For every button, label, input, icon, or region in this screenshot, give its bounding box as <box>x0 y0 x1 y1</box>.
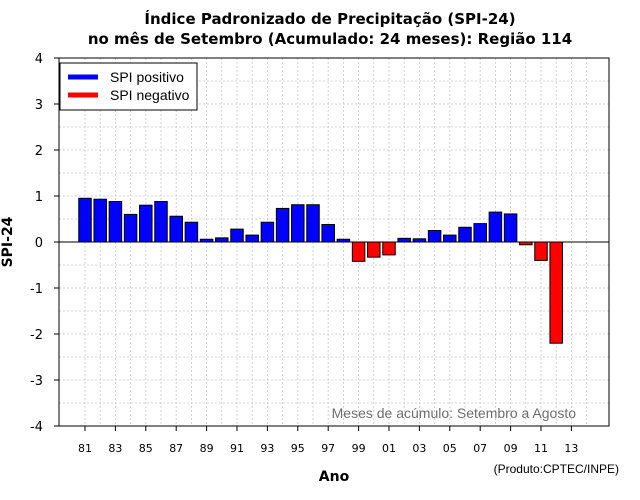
y-tick-label: 4 <box>35 52 43 67</box>
x-tick-label: 01 <box>382 442 396 455</box>
x-tick-label: 83 <box>108 442 122 455</box>
bar-11 <box>534 241 548 261</box>
bar-84 <box>123 213 138 243</box>
bar-07 <box>473 223 487 243</box>
bar-95 <box>291 204 305 243</box>
bar-04 <box>427 230 442 243</box>
y-tick-label: -4 <box>30 420 43 435</box>
bar-99 <box>351 241 366 262</box>
y-tick-label: -3 <box>30 374 43 389</box>
bar-86 <box>154 201 168 243</box>
bar-92 <box>245 234 259 243</box>
x-tick-label: 87 <box>169 442 183 455</box>
y-tick-label: 0 <box>35 236 43 251</box>
bar-82 <box>93 198 107 243</box>
bar-12 <box>549 241 563 344</box>
bar-81 <box>78 197 92 243</box>
y-tick-label: -1 <box>30 282 43 297</box>
bar-08 <box>488 211 503 243</box>
x-axis-label: Ano <box>319 469 350 485</box>
x-tick-label: 97 <box>321 442 335 455</box>
x-tick-label: 89 <box>200 442 214 455</box>
y-tick-label: 1 <box>35 190 43 205</box>
bar-85 <box>139 204 153 243</box>
y-tick-label: 3 <box>35 98 43 113</box>
x-tick-label: 95 <box>291 442 305 455</box>
x-tick-label: 05 <box>443 442 457 455</box>
x-tick-label: 91 <box>230 442 244 455</box>
x-tick-label: 93 <box>260 442 274 455</box>
x-axis-ticks: 81 83 85 87 89 91 93 95 97 99 01 03 05 07 09 11 13 <box>78 426 578 455</box>
bar-series <box>78 197 563 344</box>
y-tick-label: 2 <box>35 144 43 159</box>
bar-09 <box>503 213 518 243</box>
y-axis-label: SPI-24 <box>0 216 16 267</box>
bar-91 <box>230 228 244 243</box>
bar-90 <box>215 237 229 243</box>
bar-94 <box>275 207 290 243</box>
x-tick-label: 13 <box>564 442 578 455</box>
chart-title-line2: no mês de Setembro (Acumulado: 24 meses)… <box>88 30 572 48</box>
bar-93 <box>260 221 275 243</box>
bar-02 <box>397 237 411 243</box>
bar-97 <box>321 224 335 243</box>
x-tick-label: 09 <box>504 442 518 455</box>
y-axis-ticks: -4 -3 -2 -1 0 1 2 3 4 <box>30 52 59 435</box>
x-tick-label: 03 <box>412 442 426 455</box>
product-credit: (Produto:CPTEC/INPE) <box>494 462 619 476</box>
legend-label-negative: SPI negativo <box>110 87 190 103</box>
x-tick-label: 07 <box>473 442 487 455</box>
bar-87 <box>169 215 183 243</box>
bar-05 <box>443 234 457 243</box>
legend-label-positive: SPI positivo <box>110 69 184 85</box>
chart-title-line1: Índice Padronizado de Precipitação (SPI-… <box>144 9 515 28</box>
x-tick-label: 99 <box>352 442 366 455</box>
bar-83 <box>108 201 123 243</box>
x-tick-label: 81 <box>78 442 92 455</box>
bar-06 <box>458 226 472 243</box>
bar-00 <box>367 241 381 258</box>
x-tick-label: 85 <box>139 442 153 455</box>
bar-96 <box>306 204 320 243</box>
legend: SPI positivo SPI negativo <box>59 62 198 111</box>
accumulation-note: Meses de acúmulo: Setembro a Agosto <box>332 405 577 421</box>
bar-01 <box>382 241 396 256</box>
legend-box <box>59 62 198 111</box>
x-tick-label: 11 <box>534 442 548 455</box>
bar-88 <box>184 221 199 243</box>
y-tick-label: -2 <box>30 328 43 343</box>
